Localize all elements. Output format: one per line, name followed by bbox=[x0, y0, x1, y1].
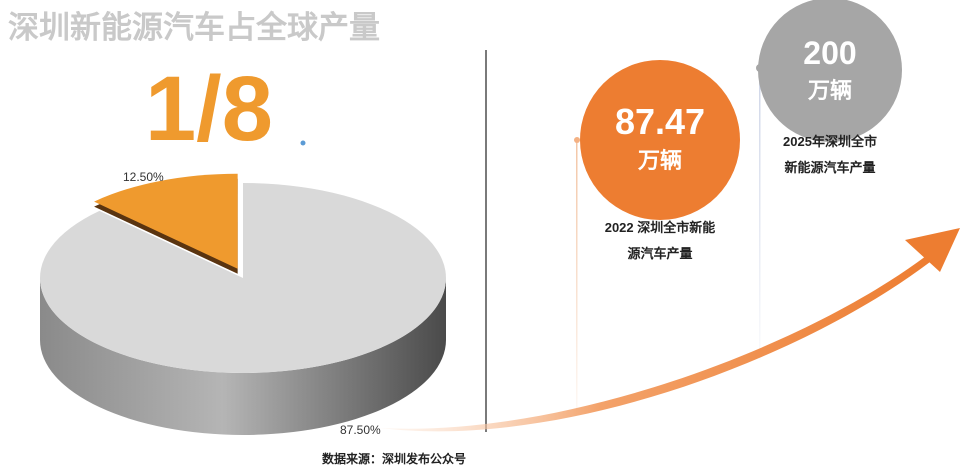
pie-side bbox=[40, 278, 446, 435]
dot bbox=[300, 140, 306, 146]
data-label: 12.50% bbox=[123, 170, 164, 184]
pie-slice bbox=[94, 173, 238, 269]
callout-caption: 2025年深圳全市 bbox=[783, 134, 877, 149]
callout-value: 200 bbox=[803, 35, 856, 71]
pie-slice bbox=[40, 183, 447, 373]
callout-unit: 万辆 bbox=[637, 148, 682, 173]
title: 深圳新能源汽车占全球产量 bbox=[8, 10, 380, 45]
guide-dot bbox=[574, 137, 580, 143]
callout-caption: 2022 深圳全市新能 bbox=[605, 220, 716, 235]
source: 数据来源：深圳发布公众号 bbox=[322, 451, 466, 466]
callout-caption: 新能源汽车产量 bbox=[784, 160, 875, 175]
guide-line bbox=[759, 68, 761, 360]
callout-caption: 源汽车产量 bbox=[627, 246, 692, 261]
callout-circle bbox=[758, 0, 902, 142]
callout-value: 87.47 bbox=[615, 101, 705, 142]
arrow-head bbox=[905, 228, 960, 272]
growth-arrow bbox=[380, 256, 930, 432]
callout-circle bbox=[580, 60, 740, 220]
data-label: 87.50% bbox=[340, 423, 381, 437]
headline: 1/8 bbox=[145, 58, 273, 160]
pie: 12.50% 87.50% bbox=[40, 170, 447, 437]
guide-line bbox=[576, 140, 578, 415]
callout-unit: 万辆 bbox=[807, 78, 852, 103]
